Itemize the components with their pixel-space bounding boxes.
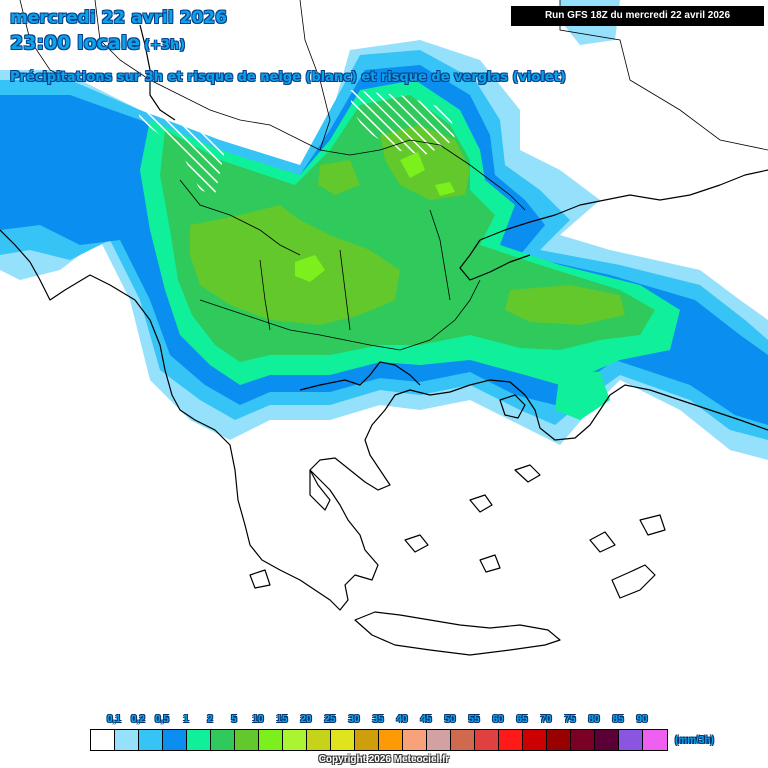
copyright-notice: Copyright 2026 Meteociel.fr (318, 754, 450, 765)
legend-swatch (595, 730, 619, 750)
legend-label: 0,1 (107, 714, 121, 725)
legend-swatch (91, 730, 115, 750)
coastlines (0, 24, 768, 656)
legend-swatch (499, 730, 523, 750)
time-title: 23:00 locale (+3h) (10, 32, 185, 54)
legend-label: 0,5 (155, 714, 169, 725)
legend-label: 55 (468, 714, 480, 725)
legend-label: 10 (252, 714, 264, 725)
precip-layer-bright-green (295, 152, 455, 282)
legend-swatch (163, 730, 187, 750)
legend-label: 75 (564, 714, 576, 725)
legend-label: 1 (183, 714, 189, 725)
legend-swatch (259, 730, 283, 750)
legend-label: 0,2 (131, 714, 145, 725)
borders (19, 0, 768, 351)
legend-label: 25 (324, 714, 336, 725)
legend-swatch (547, 730, 571, 750)
legend-label: 80 (588, 714, 600, 725)
legend-swatch (307, 730, 331, 750)
legend-swatches (90, 729, 668, 751)
legend-units: (mm/3h) (675, 735, 714, 746)
legend-label: 65 (516, 714, 528, 725)
forecast-offset: (+3h) (144, 38, 186, 53)
legend-swatch (355, 730, 379, 750)
legend-swatch (139, 730, 163, 750)
legend-swatch (283, 730, 307, 750)
legend-swatch (451, 730, 475, 750)
map-description: Précipitations sur 3h et risque de neige… (10, 70, 566, 85)
legend-label: 85 (612, 714, 624, 725)
legend-swatch (643, 730, 667, 750)
legend-swatch (331, 730, 355, 750)
legend-label: 90 (636, 714, 648, 725)
legend-label: 15 (276, 714, 288, 725)
legend-label: 20 (300, 714, 312, 725)
legend-label: 30 (348, 714, 360, 725)
legend-label: 35 (372, 714, 384, 725)
legend-swatch (187, 730, 211, 750)
date-title: mercredi 22 avril 2026 (10, 8, 227, 28)
snow-risk-areas (135, 90, 455, 195)
legend-label: 45 (420, 714, 432, 725)
legend-swatch (427, 730, 451, 750)
legend-label: 5 (231, 714, 237, 725)
legend-swatch (211, 730, 235, 750)
legend-swatch (379, 730, 403, 750)
legend-label: 70 (540, 714, 552, 725)
run-info-badge: Run GFS 18Z du mercredi 22 avril 2026 (511, 6, 764, 26)
legend-swatch (523, 730, 547, 750)
precip-legend: 0,1 0,2 0,5 1 2 5 10 15 20 25 30 35 40 45 50 55 60 65 70 75… (0, 710, 768, 768)
legend-swatch (475, 730, 499, 750)
legend-swatch (403, 730, 427, 750)
legend-label: 60 (492, 714, 504, 725)
local-time: 23:00 locale (10, 32, 141, 54)
legend-swatch (235, 730, 259, 750)
legend-swatch (619, 730, 643, 750)
legend-swatch (115, 730, 139, 750)
legend-label: 40 (396, 714, 408, 725)
legend-label: 2 (207, 714, 213, 725)
legend-label: 50 (444, 714, 456, 725)
legend-swatch (571, 730, 595, 750)
